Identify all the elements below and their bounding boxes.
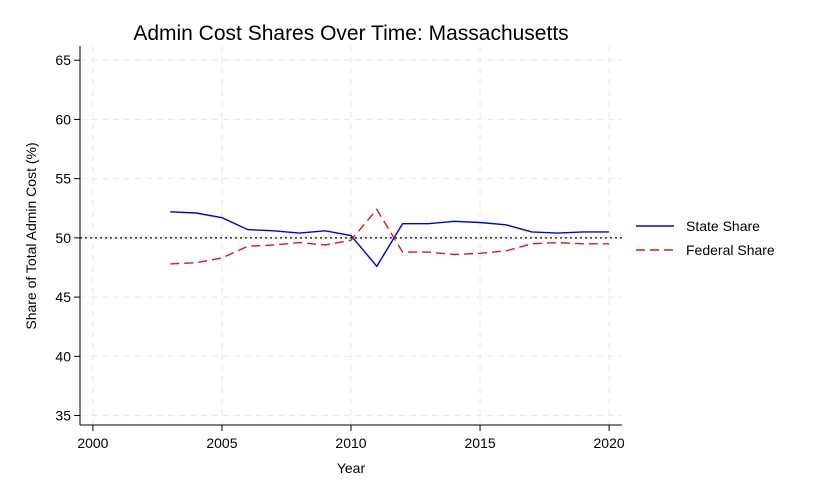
x-tick-label: 2015 [464,435,495,451]
y-tick-label: 40 [55,348,71,364]
x-tick-label: 2000 [77,435,108,451]
y-tick-label: 55 [55,171,71,187]
series-lines [170,208,610,268]
y-axis-title: Share of Total Admin Cost (%) [23,142,39,329]
x-tick-label: 2010 [335,435,366,451]
axes: 35 40 45 50 55 60 65 2000 2005 2010 2015 2020 [55,46,625,451]
y-tick-label: 60 [55,111,71,127]
y-tick-label: 45 [55,289,71,305]
y-tick-label: 65 [55,52,71,68]
series-line-state-share [170,211,610,268]
series-line-federal-share [170,208,610,265]
legend-label: Federal Share [686,242,775,258]
y-tick-label: 50 [55,230,71,246]
y-tick-label: 35 [55,408,71,424]
x-axis-title: Year [337,460,366,476]
chart-title: Admin Cost Shares Over Time: Massachuset… [133,22,568,45]
legend-label: State Share [686,218,760,234]
x-tick-label: 2005 [206,435,237,451]
legend: State Share Federal Share [636,218,775,258]
x-tick-label: 2020 [594,435,625,451]
